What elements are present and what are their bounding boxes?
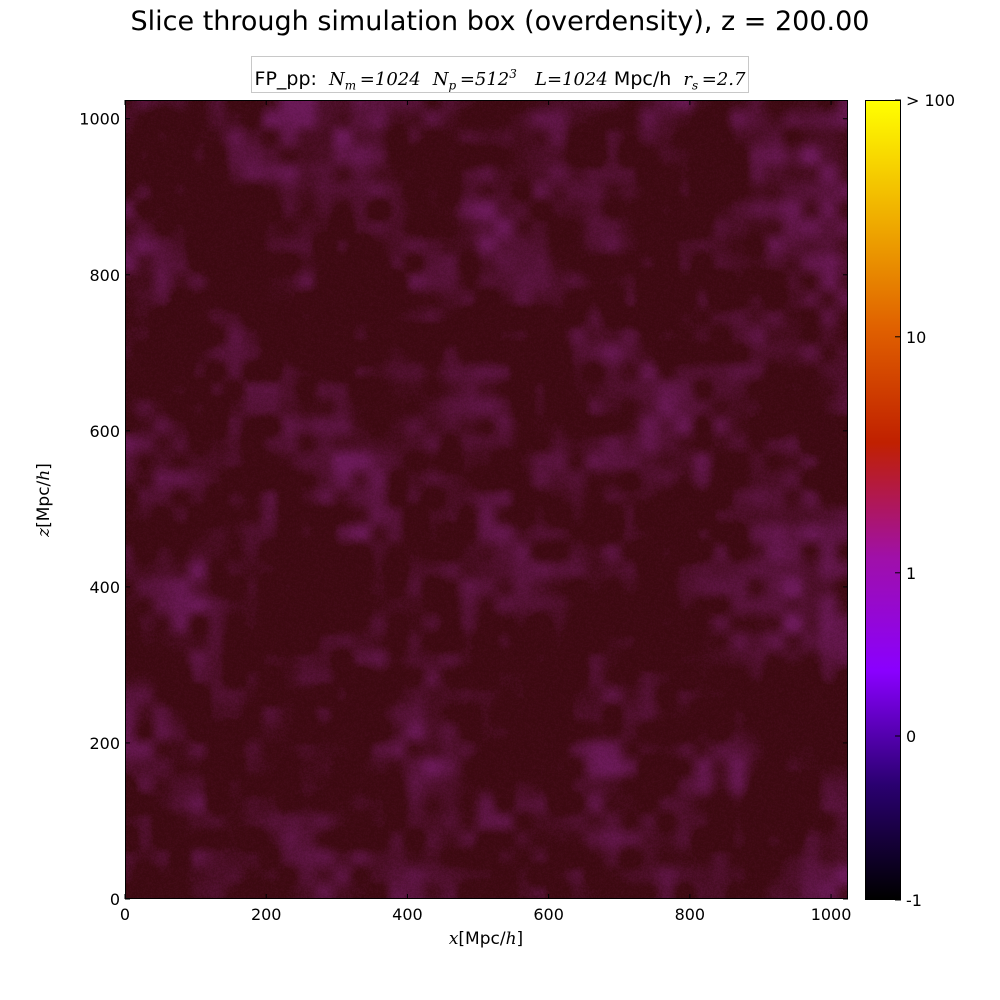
y-tick-label-0: 0 <box>110 890 120 909</box>
x-tick-label-1000: 1000 <box>811 905 852 924</box>
colorbar-tick-label-2: 1 <box>906 564 916 583</box>
info-l-unit: Mpc/h <box>613 68 672 90</box>
y-tick-label-600: 600 <box>89 422 120 441</box>
info-l: L=1024 <box>535 69 608 90</box>
density-field-image <box>126 101 847 898</box>
y-tick-label-200: 200 <box>89 734 120 753</box>
colorbar-tick-label-0: -1 <box>906 891 922 910</box>
simulation-info-box: FP_pp: Nm =1024 Np =5123 L=1024 Mpc/h rs… <box>251 56 749 93</box>
y-tick-label-800: 800 <box>89 266 120 285</box>
density-slice-plot <box>125 100 848 899</box>
chart-title: Slice through simulation box (overdensit… <box>130 6 870 37</box>
y-tick-label-400: 400 <box>89 578 120 597</box>
y-tick-label-1000: 1000 <box>79 110 120 129</box>
info-np: Np =5123 <box>432 67 517 93</box>
y-axis-label: z[Mpc/h] <box>34 463 54 537</box>
colorbar-tick-label-4: > 100 <box>906 91 955 110</box>
x-tick-label-200: 200 <box>251 905 282 924</box>
info-prefix: FP_pp: <box>254 68 317 90</box>
x-tick-label-800: 800 <box>675 905 706 924</box>
x-axis-label: x[Mpc/h] <box>448 929 524 949</box>
info-nm: Nm =1024 <box>329 69 421 93</box>
x-tick-label-400: 400 <box>392 905 423 924</box>
info-rs: rs =2.7 <box>683 69 746 93</box>
colorbar-tick-label-1: 0 <box>906 727 916 746</box>
x-tick-label-0: 0 <box>120 905 130 924</box>
x-tick-label-600: 600 <box>533 905 564 924</box>
colorbar <box>865 100 901 900</box>
colorbar-tick-label-3: 10 <box>906 328 926 347</box>
